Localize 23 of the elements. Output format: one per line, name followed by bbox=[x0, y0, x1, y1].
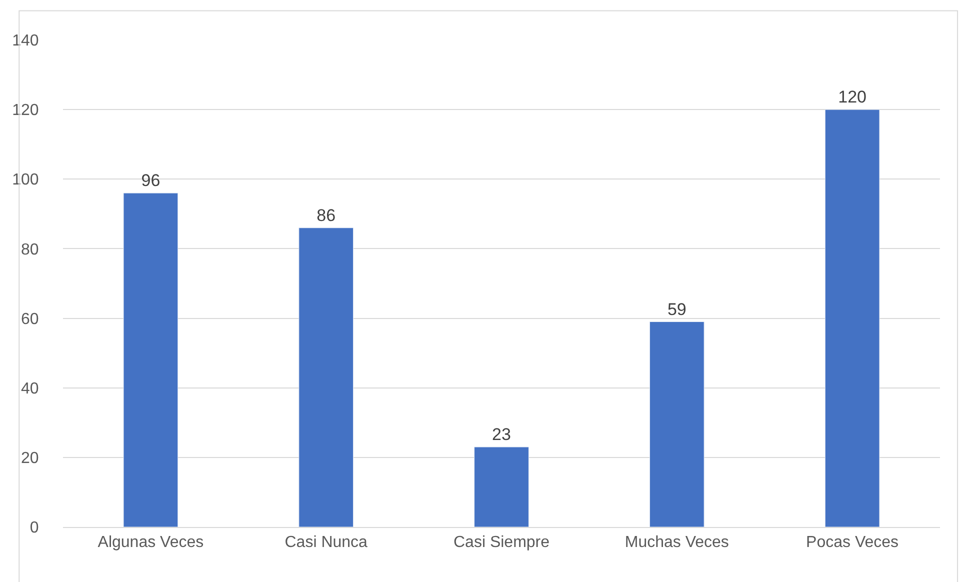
y-tick-label: 140 bbox=[12, 32, 39, 50]
y-tick-label: 20 bbox=[21, 450, 39, 468]
y-tick-label: 80 bbox=[21, 241, 39, 258]
x-tick-label: Casi Siempre bbox=[453, 534, 550, 552]
bar bbox=[824, 109, 880, 527]
y-tick-label: 0 bbox=[30, 520, 39, 537]
bar bbox=[123, 192, 178, 527]
y-tick-label: 40 bbox=[21, 380, 39, 398]
y-tick-label: 60 bbox=[21, 310, 39, 328]
data-label: 86 bbox=[316, 206, 336, 225]
x-tick-label: Algunas Veces bbox=[98, 534, 204, 552]
bar bbox=[474, 446, 529, 527]
x-tick-label: Muchas Veces bbox=[624, 534, 729, 552]
bar bbox=[298, 228, 354, 527]
data-label: 120 bbox=[838, 88, 866, 107]
bar bbox=[649, 322, 704, 527]
x-tick-label: Casi Nunca bbox=[284, 534, 368, 552]
y-tick-label: 120 bbox=[12, 102, 39, 120]
y-tick-label: 100 bbox=[12, 172, 39, 189]
x-tick-label: Pocas Veces bbox=[806, 534, 899, 552]
data-label: 96 bbox=[141, 171, 160, 190]
data-label: 59 bbox=[667, 300, 686, 319]
data-label: 23 bbox=[492, 424, 511, 444]
